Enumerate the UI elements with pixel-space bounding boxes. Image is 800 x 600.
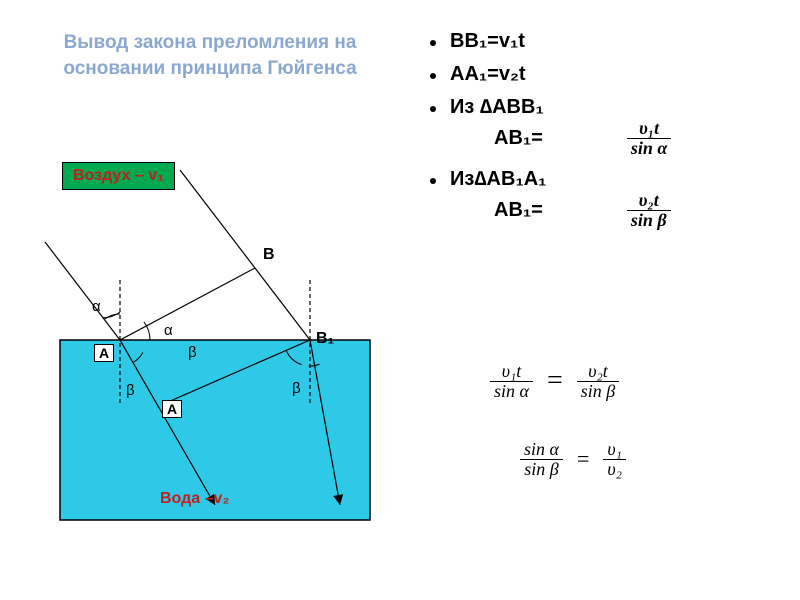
bullet-4: Из∆AB₁A₁ AB₁= υ₂t sin β [430,168,770,230]
angle-beta-3: β [292,380,301,397]
angle-beta-2: β [126,382,135,399]
bullet-2-text: AA₁=v₂t [450,63,526,86]
equation-1: υ₁t sin α = υ₂t sin β [490,362,619,401]
angle-beta-1: β [188,344,197,361]
equals-sign-2: = [577,446,589,472]
slide-title: Вывод закона преломления на основании пр… [30,30,390,81]
point-B-label: B [263,246,275,264]
bullet-3: Из ∆ABB₁ AB₁= υ₁t sin α [430,96,770,158]
fraction-5: sin α sin β [520,440,563,479]
fraction-2: υ₂t sin β [627,191,671,230]
fraction-1-num: υ₁t [635,119,663,138]
point-A1-label: A [162,400,182,418]
bullet-1: BB₁=v₁t [430,30,770,53]
bullet-2: AA₁=v₂t [430,63,770,86]
fraction-2-num: υ₂t [635,191,663,210]
bullet-4-sub: AB₁= [494,199,543,222]
water-medium-label: Вода –v₂ [160,490,230,508]
fraction-5-num: sin α [520,440,563,459]
fraction-6-den: υ₂ [603,459,626,479]
point-A-label: A [94,344,114,362]
fraction-2-den: sin β [627,210,671,230]
fraction-1: υ₁t sin α [627,119,671,158]
fraction-1-den: sin α [627,138,671,158]
fraction-6: υ₁ υ₂ [603,440,626,479]
refraction-diagram: Воздух – v₁ B B₁ A A α α β β β Вода –v₂ [40,150,390,550]
equals-sign-1: = [547,365,563,397]
fraction-4-den: sin β [577,381,619,401]
fraction-4-num: υ₂t [584,362,612,381]
angle-alpha-2: α [164,322,173,339]
bullet-3-text: Из ∆ABB₁ [450,96,544,119]
bullet-3-sub: AB₁= [494,127,543,150]
fraction-6-num: υ₁ [603,440,626,459]
equation-2: sin α sin β = υ₁ υ₂ [520,440,626,479]
bullet-1-text: BB₁=v₁t [450,30,525,53]
fraction-5-den: sin β [520,459,562,479]
angle-alpha-1: α [92,298,101,315]
bullet-4-text: Из∆AB₁A₁ [450,168,546,191]
derivation-bullets: BB₁=v₁t AA₁=v₂t Из ∆ABB₁ AB₁= υ₁t sin α … [430,30,770,240]
fraction-3-den: sin α [490,381,533,401]
fraction-3-num: υ₁t [498,362,526,381]
fraction-3: υ₁t sin α [490,362,533,401]
fraction-4: υ₂t sin β [577,362,619,401]
air-medium-label: Воздух – v₁ [62,162,175,190]
point-B1-label: B₁ [316,330,334,348]
